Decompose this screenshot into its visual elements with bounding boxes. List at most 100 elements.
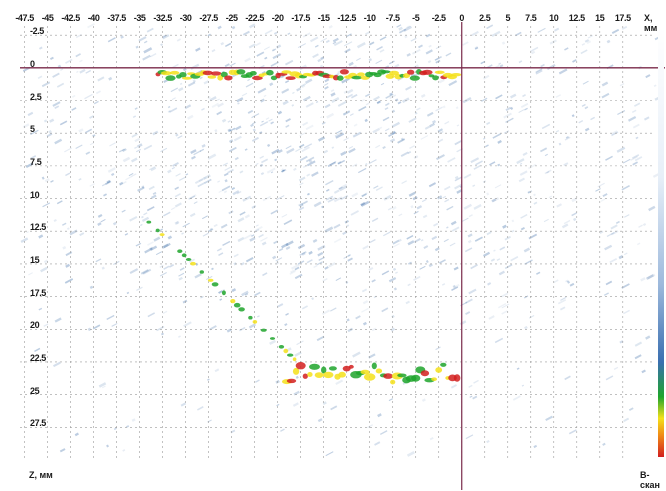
- speckle-dot: [548, 195, 553, 199]
- speckle-dot: [131, 157, 138, 163]
- speckle-dot: [224, 166, 232, 171]
- speckle-dot: [231, 186, 236, 191]
- speckle-dot: [428, 263, 433, 268]
- speckle-dot: [336, 129, 343, 134]
- echo-top-reflector: [407, 69, 415, 75]
- speckle-dot: [260, 236, 268, 242]
- speckle-dot: [269, 82, 274, 87]
- speckle-dot: [383, 194, 392, 201]
- speckle-dot: [535, 69, 543, 75]
- speckle-dot: [364, 118, 368, 123]
- speckle-dot: [301, 200, 308, 206]
- speckle-dot: [353, 123, 358, 127]
- speckle-dot: [218, 189, 224, 193]
- speckle-dot: [418, 44, 423, 49]
- speckle-dot: [284, 323, 288, 327]
- speckle-dot: [179, 267, 185, 271]
- speckle-dot: [468, 288, 477, 295]
- speckle-dot: [161, 243, 169, 249]
- speckle-noise-layer: [20, 22, 662, 457]
- speckle-dot: [584, 106, 589, 110]
- speckle-dot: [142, 268, 152, 275]
- speckle-dot: [38, 307, 43, 311]
- speckle-dot: [237, 102, 240, 105]
- speckle-dot: [564, 375, 571, 381]
- echo-top-reflector: [224, 75, 233, 81]
- echo-diagonal-reflector: [260, 328, 267, 332]
- speckle-dot: [171, 166, 176, 170]
- speckle-dot: [172, 63, 179, 69]
- speckle-dot: [163, 242, 171, 249]
- speckle-dot: [619, 340, 624, 344]
- speckle-dot: [172, 162, 179, 167]
- echo-bottom-reflector: [371, 362, 377, 370]
- speckle-dot: [101, 181, 111, 187]
- speckle-dot: [390, 327, 396, 332]
- speckle-dot: [41, 81, 51, 88]
- speckle-dot: [420, 239, 424, 242]
- speckle-dot: [291, 263, 300, 270]
- speckle-dot: [487, 282, 492, 286]
- speckle-dot: [498, 62, 502, 66]
- speckle-dot: [204, 178, 212, 184]
- speckle-dot: [252, 128, 256, 132]
- speckle-dot: [453, 283, 460, 289]
- speckle-dot: [321, 309, 331, 316]
- speckle-dot: [505, 117, 514, 123]
- speckle-dot: [59, 120, 68, 126]
- speckle-dot: [251, 234, 255, 237]
- speckle-dot: [228, 146, 237, 153]
- speckle-dot: [148, 185, 155, 191]
- speckle-dot: [605, 375, 614, 381]
- speckle-dot: [196, 406, 204, 411]
- speckle-dot: [424, 125, 431, 130]
- speckle-dot: [136, 148, 142, 153]
- echo-top-reflector: [432, 75, 439, 81]
- speckle-dot: [451, 226, 460, 232]
- speckle-dot: [324, 226, 334, 233]
- speckle-dot: [572, 59, 577, 63]
- speckle-dot: [383, 231, 391, 237]
- speckle-dot: [610, 230, 619, 236]
- speckle-dot: [162, 310, 168, 315]
- speckle-dot: [300, 83, 307, 88]
- speckle-dot: [615, 220, 620, 225]
- speckle-dot: [337, 100, 347, 107]
- speckle-dot: [342, 231, 348, 235]
- speckle-dot: [317, 136, 326, 142]
- speckle-dot: [540, 147, 548, 153]
- speckle-dot: [536, 271, 541, 275]
- speckle-dot: [62, 222, 67, 226]
- speckle-dot: [209, 227, 213, 231]
- speckle-dot: [214, 129, 218, 133]
- speckle-dot: [237, 236, 245, 243]
- echo-diagonal-reflector: [185, 258, 192, 261]
- speckle-dot: [266, 167, 276, 174]
- speckle-dot: [389, 60, 395, 65]
- speckle-dot: [375, 186, 383, 191]
- speckle-dot: [365, 93, 371, 98]
- speckle-dot: [175, 173, 181, 177]
- speckle-dot: [468, 384, 473, 388]
- speckle-dot: [327, 161, 336, 168]
- speckle-dot: [325, 451, 334, 457]
- speckle-dot: [444, 121, 450, 125]
- speckle-dot: [358, 106, 367, 112]
- speckle-dot: [569, 282, 575, 287]
- echo-top-reflector: [281, 70, 292, 74]
- echo-top-reflector: [202, 70, 213, 76]
- speckle-dot: [134, 146, 138, 149]
- speckle-dot: [52, 101, 61, 107]
- speckle-dot: [97, 76, 105, 82]
- echo-bottom-reflector: [338, 371, 346, 378]
- speckle-dot: [307, 192, 310, 196]
- speckle-dot: [241, 92, 248, 97]
- speckle-dot: [106, 179, 111, 184]
- speckle-dot: [348, 145, 354, 149]
- x-tick-label: -10: [363, 13, 376, 23]
- speckle-dot: [297, 202, 303, 207]
- speckle-dot: [207, 33, 211, 37]
- speckle-dot: [190, 63, 200, 70]
- speckle-dot: [425, 49, 433, 55]
